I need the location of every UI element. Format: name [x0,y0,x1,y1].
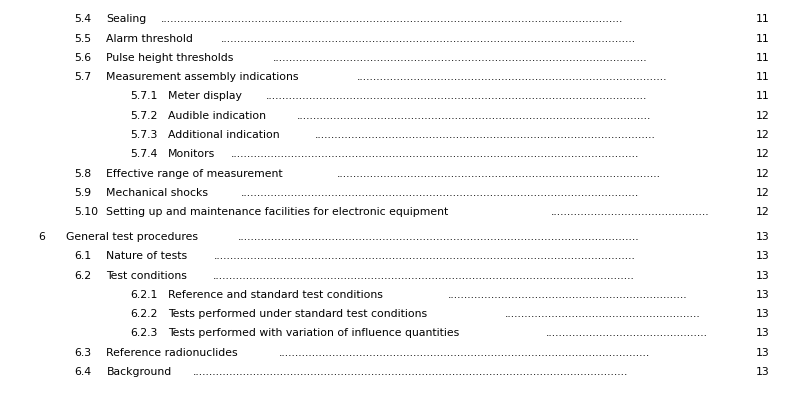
Text: .......................................................................: ........................................… [448,289,687,299]
Text: Alarm threshold: Alarm threshold [106,34,194,43]
Text: ................................................................................: ........................................… [241,187,638,197]
Text: 12: 12 [756,168,770,178]
Text: 11: 11 [756,91,770,101]
Text: 5.9: 5.9 [74,187,91,197]
Text: Reference and standard test conditions: Reference and standard test conditions [168,289,383,299]
Text: ................................................................................: ........................................… [314,130,655,139]
Text: Meter display: Meter display [168,91,242,101]
Text: 6.2: 6.2 [74,270,91,280]
Text: 13: 13 [756,270,770,280]
Text: 6.2.1: 6.2.1 [130,289,158,299]
Text: 12: 12 [756,149,770,159]
Text: 5.5: 5.5 [74,34,91,43]
Text: 13: 13 [756,366,770,376]
Text: ................................................................................: ........................................… [357,72,668,82]
Text: 11: 11 [756,34,770,43]
Text: ................................................................................: ........................................… [161,14,623,24]
Text: 5.4: 5.4 [74,14,91,24]
Text: ..........................................................: ........................................… [505,308,701,318]
Text: ................................................................................: ........................................… [213,270,635,280]
Text: 5.7: 5.7 [74,72,91,82]
Text: 6.1: 6.1 [74,251,91,261]
Text: Test conditions: Test conditions [106,270,187,280]
Text: 11: 11 [756,14,770,24]
Text: ................................................................................: ........................................… [337,168,661,178]
Text: 12: 12 [756,130,770,139]
Text: 11: 11 [756,72,770,82]
Text: Setting up and maintenance facilities for electronic equipment: Setting up and maintenance facilities fo… [106,207,449,216]
Text: Tests performed under standard test conditions: Tests performed under standard test cond… [168,308,427,318]
Text: ................................................................................: ........................................… [238,231,640,241]
Text: 5.7.3: 5.7.3 [130,130,158,139]
Text: 12: 12 [756,187,770,197]
Text: Monitors: Monitors [168,149,215,159]
Text: ................................................................................: ........................................… [214,251,635,261]
Text: 13: 13 [756,251,770,261]
Text: Background: Background [106,366,172,376]
Text: 6.3: 6.3 [74,347,91,357]
Text: 6.4: 6.4 [74,366,91,376]
Text: ................................................: ........................................… [546,328,708,337]
Text: Sealing: Sealing [106,14,146,24]
Text: ................................................................................: ........................................… [266,91,647,101]
Text: 12: 12 [756,207,770,216]
Text: 13: 13 [756,308,770,318]
Text: Additional indication: Additional indication [168,130,280,139]
Text: ................................................................................: ........................................… [231,149,640,159]
Text: 13: 13 [756,289,770,299]
Text: 6.2.3: 6.2.3 [130,328,158,337]
Text: ................................................................................: ........................................… [278,347,650,357]
Text: 6.2.2: 6.2.2 [130,308,158,318]
Text: Audible indication: Audible indication [168,110,266,120]
Text: ................................................................................: ........................................… [221,34,636,43]
Text: 5.7.2: 5.7.2 [130,110,158,120]
Text: 5.7.4: 5.7.4 [130,149,158,159]
Text: Tests performed with variation of influence quantities: Tests performed with variation of influe… [168,328,459,337]
Text: ................................................................................: ........................................… [273,53,648,63]
Text: 5.8: 5.8 [74,168,91,178]
Text: 5.10: 5.10 [74,207,98,216]
Text: 13: 13 [756,347,770,357]
Text: 5.6: 5.6 [74,53,91,63]
Text: Reference radionuclides: Reference radionuclides [106,347,238,357]
Text: ................................................................................: ........................................… [193,366,628,376]
Text: 6: 6 [38,231,46,241]
Text: 13: 13 [756,231,770,241]
Text: 12: 12 [756,110,770,120]
Text: ................................................................................: ........................................… [297,110,651,120]
Text: Pulse height thresholds: Pulse height thresholds [106,53,234,63]
Text: 11: 11 [756,53,770,63]
Text: Nature of tests: Nature of tests [106,251,187,261]
Text: General test procedures: General test procedures [66,231,198,241]
Text: 13: 13 [756,328,770,337]
Text: Effective range of measurement: Effective range of measurement [106,168,283,178]
Text: ...............................................: ........................................… [550,207,709,216]
Text: 5.7.1: 5.7.1 [130,91,158,101]
Text: Measurement assembly indications: Measurement assembly indications [106,72,299,82]
Text: Mechanical shocks: Mechanical shocks [106,187,208,197]
